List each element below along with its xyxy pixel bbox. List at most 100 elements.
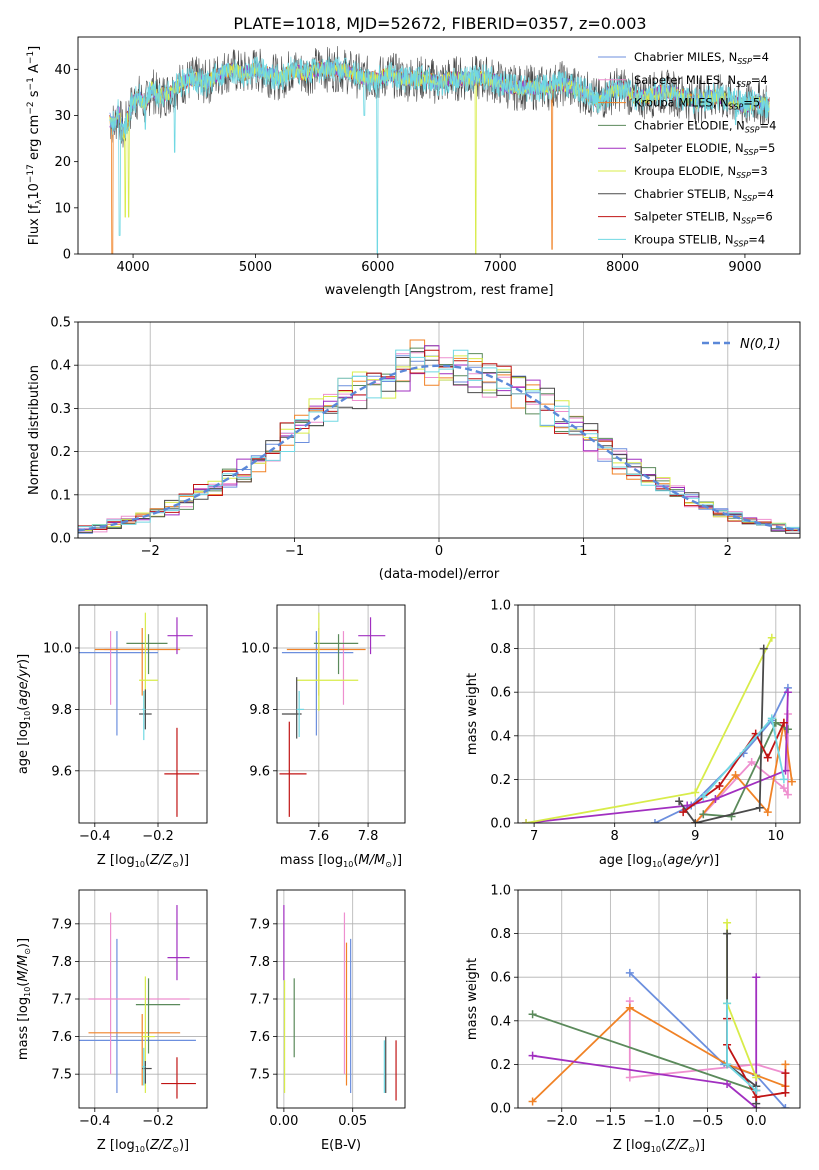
y-tick-label: 0.4 — [50, 359, 71, 374]
y-tick-label: 7.7 — [51, 993, 72, 1008]
axes-frame — [276, 604, 406, 824]
x-tick-label: 6000 — [361, 260, 394, 275]
y-tick-label: 7.9 — [51, 917, 72, 932]
axes-frame — [517, 889, 801, 1109]
x-tick-label: −0.4 — [79, 829, 111, 844]
y-tick-label: 0.3 — [50, 402, 71, 417]
error-bars — [79, 905, 196, 1099]
y-tick-label: 9.6 — [249, 764, 270, 779]
weight-marker — [759, 644, 768, 653]
y-tick-label: 7.7 — [249, 993, 270, 1008]
panel-age-vs-Z: −0.4 −0.2 9.6 9.8 10.0 Z [log10(Z/Z⊙)] age [lo… — [16, 604, 208, 869]
y-tick-label: 1.0 — [490, 599, 511, 614]
x-axis-label: (data-model)/error — [379, 567, 500, 582]
x-tick-label: 7.8 — [358, 829, 379, 844]
weight-marker — [711, 795, 720, 804]
x-tick-label: −1 — [285, 544, 304, 559]
axes-frame — [77, 321, 801, 539]
panel-age-vs-mass: 7.6 7.8 9.6 9.8 10.0 mass [log10(M/M⊙)] — [241, 604, 406, 869]
weight-marker — [723, 929, 732, 938]
weight-marker — [779, 784, 788, 793]
y-axis-label: age [log10(age/yr)] — [16, 654, 32, 774]
weight-marker — [779, 775, 788, 784]
weight-line — [532, 977, 758, 1108]
panel-weight-vs-Z: −2.0 −1.5 −1.0 −0.5 0.0 0.0 0.2 0.4 0.6 0.8 1.0 Z [… — [465, 884, 801, 1154]
y-tick-label: 10 — [54, 201, 71, 216]
panel-residuals: −2 −1 0 1 2 0.0 0.1 0.2 0.3 0.4 0.5 (data-model)/er… — [27, 316, 801, 582]
weight-marker — [763, 753, 772, 762]
histogram-salpeter-stelib — [78, 349, 800, 531]
y-tick-label: 9.6 — [51, 764, 72, 779]
weight-marker — [763, 808, 772, 817]
y-tick-label: 0.6 — [490, 686, 511, 701]
error-bars — [79, 612, 200, 817]
y-tick-label: 0.1 — [50, 488, 71, 503]
weight-marker — [731, 771, 740, 780]
axes-frame — [78, 889, 208, 1109]
legend-label: Salpeter ELODIE, NSSP=5 — [634, 141, 775, 157]
x-tick-label: −2 — [141, 544, 160, 559]
panel-mass-vs-EBV: 0.00 0.05 7.5 7.6 7.7 7.8 7.9 E(B-V) — [249, 889, 406, 1153]
x-tick-label: −0.4 — [79, 1114, 111, 1129]
x-tick-label: 10 — [768, 829, 785, 844]
y-tick-label: 20 — [54, 155, 71, 170]
normal-curve — [78, 364, 800, 532]
y-tick-label: 7.6 — [51, 1030, 72, 1045]
weight-marker — [650, 819, 659, 823]
x-tick-label: −0.2 — [142, 829, 174, 844]
x-tick-label: −1.5 — [595, 1114, 627, 1129]
weight-marker — [723, 1060, 732, 1069]
x-tick-label: 0 — [435, 544, 443, 559]
x-tick-label: 8 — [611, 829, 619, 844]
weight-marker — [679, 808, 688, 817]
weight-marker — [723, 918, 732, 927]
weight-marker — [723, 1080, 732, 1089]
y-axis-label: Normed distribution — [27, 365, 42, 495]
weight-marker — [783, 725, 792, 734]
spectrum-line-kroupa-stelib — [109, 56, 770, 254]
weight-line — [628, 1001, 786, 1079]
panels: 4000 5000 6000 7000 8000 9000010203040wavelen… — [16, 36, 801, 1154]
y-tick-label: 9.8 — [249, 703, 270, 718]
weight-marker — [783, 688, 792, 697]
x-tick-label: 8000 — [606, 260, 639, 275]
x-tick-label: −0.5 — [692, 1114, 724, 1129]
legend: Chabrier MILES, NSSP=4 Salpeter MILES, NS… — [598, 50, 776, 248]
legend-label: Chabrier STELIB, NSSP=4 — [634, 187, 774, 203]
legend-label: Kroupa ELODIE, NSSP=3 — [634, 164, 768, 180]
panel-spectrum: 4000 5000 6000 7000 8000 9000 0 10 20 30 40 wavelen… — [26, 36, 801, 298]
weight-marker — [691, 819, 700, 823]
weight-marker — [767, 633, 776, 642]
legend-label: Kroupa MILES, NSSP=5 — [634, 96, 760, 112]
weight-marker — [752, 1073, 761, 1082]
figure-title: PLATE=1018, MJD=52672, FIBERID=0357, z=0… — [233, 14, 646, 33]
x-axis-label: E(B-V) — [321, 1138, 361, 1153]
weight-marker — [699, 792, 708, 801]
x-tick-label: 2 — [724, 544, 732, 559]
y-tick-label: 7.5 — [249, 1068, 270, 1083]
y-tick-label: 7.9 — [249, 917, 270, 932]
y-tick-label: 7.8 — [51, 955, 72, 970]
y-tick-label: 0.2 — [490, 773, 511, 788]
weight-marker — [625, 1003, 634, 1012]
axes-frame — [78, 604, 208, 824]
x-axis-label: Z [log10(Z/Z⊙)] — [613, 1138, 705, 1154]
x-axis-label: wavelength [Angstrom, rest frame] — [325, 283, 554, 298]
y-tick-label: 0.0 — [490, 817, 511, 832]
panel-weight-vs-age: 7 8 9 10 0.0 0.2 0.4 0.6 0.8 1.0 age [log10(age/yr… — [465, 599, 801, 869]
weight-marker — [752, 973, 761, 982]
weight-marker — [675, 797, 684, 806]
weight-lines — [522, 633, 796, 823]
y-tick-label: 0.0 — [50, 532, 71, 547]
weight-marker — [781, 1088, 790, 1097]
y-tick-label: 40 — [54, 63, 71, 78]
axes-frame — [517, 604, 801, 824]
y-tick-label: 10.0 — [241, 641, 270, 656]
x-tick-label: 9000 — [728, 260, 761, 275]
error-bars — [279, 612, 386, 817]
axes-frame — [276, 889, 406, 1109]
y-axis-label: Flux [fλ10−17 erg cm−2 s−1 A−1] — [26, 46, 43, 245]
y-axis-label: mass [log10(M/M⊙)] — [16, 938, 32, 1060]
y-tick-label: 7.6 — [249, 1030, 270, 1045]
